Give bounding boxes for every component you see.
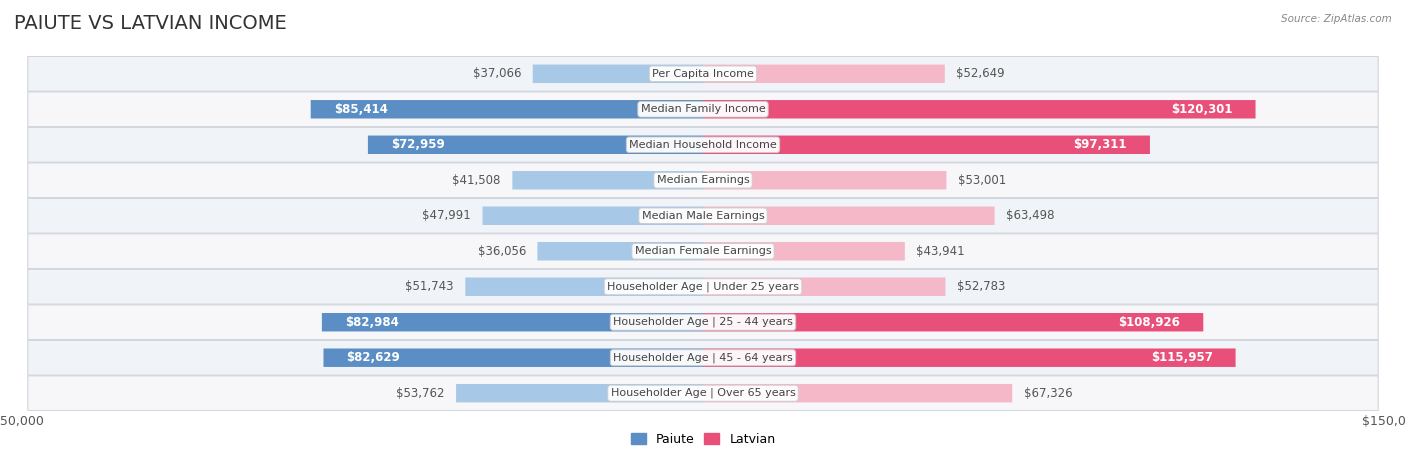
Text: $67,326: $67,326 — [1024, 387, 1073, 400]
FancyBboxPatch shape — [703, 206, 994, 225]
Text: $53,762: $53,762 — [396, 387, 444, 400]
Text: $82,629: $82,629 — [346, 351, 401, 364]
Text: PAIUTE VS LATVIAN INCOME: PAIUTE VS LATVIAN INCOME — [14, 14, 287, 33]
Text: $53,001: $53,001 — [957, 174, 1007, 187]
Text: Householder Age | Under 25 years: Householder Age | Under 25 years — [607, 282, 799, 292]
FancyBboxPatch shape — [28, 305, 1378, 340]
Text: $82,984: $82,984 — [344, 316, 399, 329]
Text: Median Male Earnings: Median Male Earnings — [641, 211, 765, 221]
Text: $41,508: $41,508 — [453, 174, 501, 187]
Text: $85,414: $85,414 — [333, 103, 388, 116]
FancyBboxPatch shape — [28, 127, 1378, 162]
FancyBboxPatch shape — [28, 198, 1378, 233]
Text: Householder Age | 25 - 44 years: Householder Age | 25 - 44 years — [613, 317, 793, 327]
Legend: Paiute, Latvian: Paiute, Latvian — [626, 428, 780, 451]
FancyBboxPatch shape — [28, 269, 1378, 304]
FancyBboxPatch shape — [323, 348, 703, 367]
FancyBboxPatch shape — [703, 348, 1236, 367]
Text: $108,926: $108,926 — [1118, 316, 1180, 329]
Text: Per Capita Income: Per Capita Income — [652, 69, 754, 79]
FancyBboxPatch shape — [703, 313, 1204, 332]
Text: $36,056: $36,056 — [478, 245, 526, 258]
Text: $47,991: $47,991 — [422, 209, 471, 222]
Text: $51,743: $51,743 — [405, 280, 454, 293]
Text: Median Female Earnings: Median Female Earnings — [634, 246, 772, 256]
Text: $120,301: $120,301 — [1171, 103, 1233, 116]
Text: $43,941: $43,941 — [917, 245, 965, 258]
Text: $52,649: $52,649 — [956, 67, 1005, 80]
FancyBboxPatch shape — [322, 313, 703, 332]
Text: Median Family Income: Median Family Income — [641, 104, 765, 114]
Text: Median Earnings: Median Earnings — [657, 175, 749, 185]
FancyBboxPatch shape — [28, 340, 1378, 375]
FancyBboxPatch shape — [28, 163, 1378, 198]
FancyBboxPatch shape — [703, 242, 905, 261]
Text: $115,957: $115,957 — [1150, 351, 1212, 364]
FancyBboxPatch shape — [28, 234, 1378, 269]
FancyBboxPatch shape — [456, 384, 703, 403]
FancyBboxPatch shape — [703, 384, 1012, 403]
FancyBboxPatch shape — [703, 277, 945, 296]
FancyBboxPatch shape — [368, 135, 703, 154]
FancyBboxPatch shape — [703, 171, 946, 190]
FancyBboxPatch shape — [28, 57, 1378, 91]
FancyBboxPatch shape — [28, 92, 1378, 127]
FancyBboxPatch shape — [28, 376, 1378, 410]
Text: $63,498: $63,498 — [1007, 209, 1054, 222]
FancyBboxPatch shape — [537, 242, 703, 261]
FancyBboxPatch shape — [311, 100, 703, 119]
FancyBboxPatch shape — [703, 100, 1256, 119]
Text: $72,959: $72,959 — [391, 138, 444, 151]
FancyBboxPatch shape — [533, 64, 703, 83]
FancyBboxPatch shape — [465, 277, 703, 296]
Text: Householder Age | Over 65 years: Householder Age | Over 65 years — [610, 388, 796, 398]
Text: Median Household Income: Median Household Income — [628, 140, 778, 150]
FancyBboxPatch shape — [703, 64, 945, 83]
Text: $97,311: $97,311 — [1073, 138, 1128, 151]
FancyBboxPatch shape — [482, 206, 703, 225]
Text: Source: ZipAtlas.com: Source: ZipAtlas.com — [1281, 14, 1392, 24]
FancyBboxPatch shape — [703, 135, 1150, 154]
Text: $37,066: $37,066 — [472, 67, 522, 80]
Text: Householder Age | 45 - 64 years: Householder Age | 45 - 64 years — [613, 353, 793, 363]
Text: $52,783: $52,783 — [957, 280, 1005, 293]
FancyBboxPatch shape — [512, 171, 703, 190]
